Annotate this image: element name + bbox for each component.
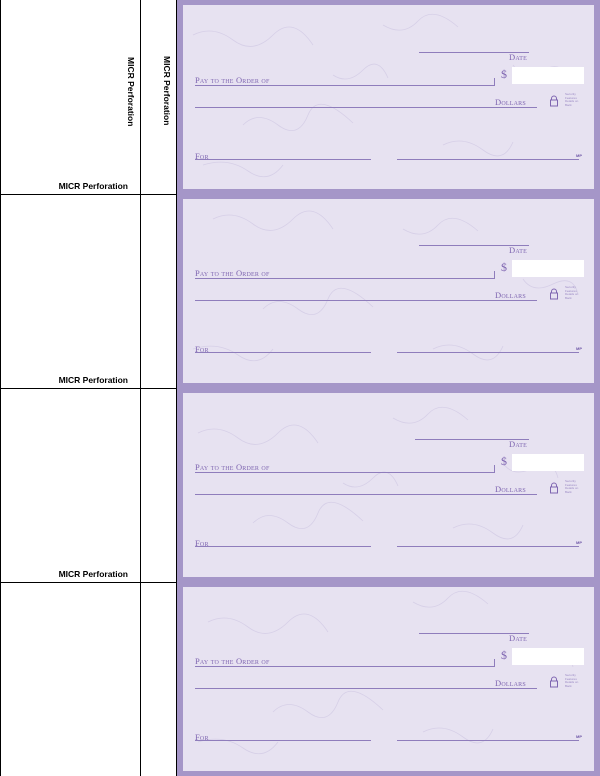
amount-box[interactable] [512,260,584,277]
mp-mark: MP [576,346,582,351]
stub-strip [141,388,177,582]
amount-words-line[interactable] [195,688,537,689]
check-face: Date Pay to the Order of $ Dollars Secur… [183,587,594,771]
signature-line[interactable] [397,159,579,160]
date-label: Date [509,52,527,62]
check-face: Date Pay to the Order of $ Dollars Secur… [183,199,594,383]
check-row: MICR Perforation Date Pay to the Order o… [0,194,600,388]
signature-line[interactable] [397,740,579,741]
security-features-text: Security Features Details on Back [565,479,579,494]
date-label: Date [509,245,527,255]
memo-line[interactable] [195,740,371,741]
stub-strip [141,194,177,388]
payee-line[interactable] [195,278,495,279]
dollars-label: Dollars [495,678,526,688]
amount-words-line[interactable] [195,494,537,495]
stub-panel: MICR Perforation [0,388,141,582]
check-row: MICR Perforation Date Pay to the Order o… [0,388,600,582]
stub-strip [141,582,177,776]
stub-panel: MICR Perforation MICR Perforation [0,0,141,194]
pay-to-order-label: Pay to the Order of [195,268,270,278]
check: Date Pay to the Order of $ Dollars Secur… [177,582,600,776]
dollar-sign: $ [501,648,507,662]
micr-perforation-label: MICR Perforation [58,181,128,191]
stub-strip: MICR Perforation [141,0,177,194]
dollar-sign: $ [501,454,507,468]
micr-perforation-label: MICR Perforation [58,569,128,579]
marble-texture [192,210,579,362]
check-row: Date Pay to the Order of $ Dollars Secur… [0,582,600,776]
memo-label: For [195,151,209,161]
payee-line[interactable] [195,666,495,667]
payee-line[interactable] [195,472,495,473]
memo-line[interactable] [195,352,371,353]
security-features-text: Security Features Details on Back [565,673,579,688]
check: Date Pay to the Order of $ Dollars Secur… [177,194,600,388]
dollar-sign: $ [501,260,507,274]
micr-perforation-vertical: MICR Perforation [126,57,136,127]
amount-box[interactable] [512,67,584,84]
memo-label: For [195,732,209,742]
marble-texture [192,13,569,178]
memo-line[interactable] [195,546,371,547]
amount-words-line[interactable] [195,300,537,301]
pay-to-order-label: Pay to the Order of [195,462,270,472]
dollars-label: Dollars [495,97,526,107]
check: Date Pay to the Order of $ Dollars Secur… [177,388,600,582]
check-face: Date Pay to the Order of $ Dollars Secur… [183,393,594,577]
security-features-text: Security Features Details on Back [565,285,579,300]
check-face: Date Pay to the Order of $ Dollars Secur… [183,5,594,189]
amount-box[interactable] [512,454,584,471]
check-row: MICR Perforation MICR Perforation MICR P… [0,0,600,194]
memo-line[interactable] [195,159,371,160]
dollars-label: Dollars [495,484,526,494]
pay-to-order-label: Pay to the Order of [195,75,270,85]
memo-label: For [195,538,209,548]
amount-words-line[interactable] [195,107,537,108]
payee-line[interactable] [195,85,495,86]
security-features-text: Security Features Details on Back [565,92,579,107]
stub-panel: MICR Perforation [0,194,141,388]
mp-mark: MP [576,734,582,739]
mp-mark: MP [576,540,582,545]
lock-icon [550,95,558,107]
lock-icon [550,676,558,688]
signature-line[interactable] [397,352,579,353]
date-label: Date [509,439,527,449]
amount-box[interactable] [512,648,584,665]
date-label: Date [509,633,527,643]
dollars-label: Dollars [495,290,526,300]
mp-mark: MP [576,153,582,158]
pay-to-order-label: Pay to the Order of [195,656,270,666]
marble-texture [197,406,559,540]
memo-label: For [195,344,209,354]
dollar-sign: $ [501,67,507,81]
lock-icon [550,482,558,494]
signature-line[interactable] [397,546,579,547]
lock-icon [550,288,558,300]
stub-panel [0,582,141,776]
marble-texture [197,590,574,755]
micr-perforation-vertical: MICR Perforation [162,56,172,126]
check: Date Pay to the Order of $ Dollars Secur… [177,0,600,194]
micr-perforation-label: MICR Perforation [58,375,128,385]
